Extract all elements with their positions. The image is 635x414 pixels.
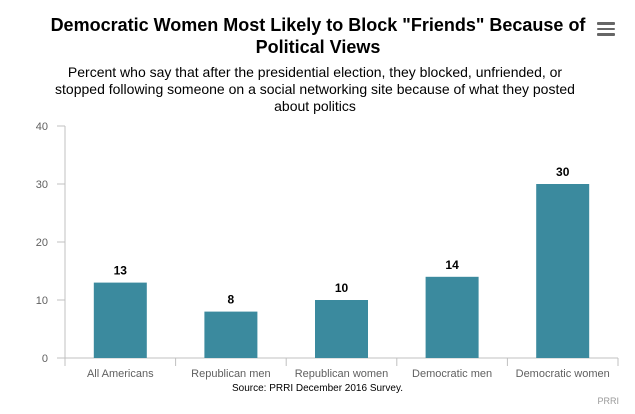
- y-tick-label: 30: [36, 179, 48, 191]
- x-tick-label: Republican women: [295, 368, 389, 380]
- y-tick-label: 20: [36, 237, 48, 249]
- chart-source: Source: PRRI December 2016 Survey.: [231, 383, 403, 394]
- bar: [536, 184, 590, 358]
- y-tick-label: 0: [42, 353, 48, 365]
- x-tick-label: Republican men: [191, 368, 271, 380]
- data-label: 13: [114, 264, 128, 278]
- x-tick-label: Democratic men: [412, 368, 492, 380]
- y-tick-label: 40: [36, 121, 48, 133]
- chart-title: Democratic Women Most Likely to Block "F…: [50, 15, 586, 57]
- bar: [204, 311, 258, 358]
- data-label: 8: [228, 293, 235, 307]
- x-tick-label: All Americans: [87, 368, 154, 380]
- bar: [315, 300, 368, 358]
- hamburger-menu-icon[interactable]: [597, 22, 615, 38]
- data-label: 30: [556, 165, 570, 179]
- bar: [425, 276, 479, 358]
- chart-subtitle: Percent who say that after the president…: [55, 64, 575, 114]
- chart-credit: PRRI: [597, 396, 619, 406]
- x-tick-label: Democratic women: [516, 368, 610, 380]
- data-label: 10: [335, 281, 349, 295]
- y-tick-label: 10: [36, 295, 48, 307]
- bar: [93, 282, 147, 358]
- data-label: 14: [445, 258, 459, 272]
